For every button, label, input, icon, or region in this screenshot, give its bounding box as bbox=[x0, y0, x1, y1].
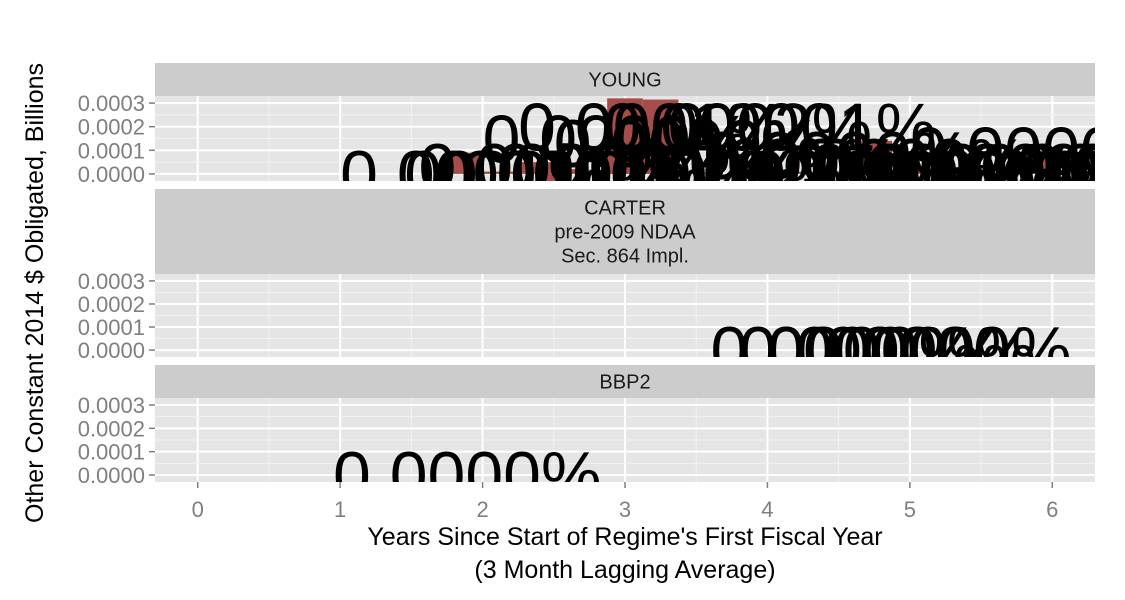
bar bbox=[856, 140, 893, 174]
y-tick-label: 0.0003 bbox=[78, 91, 145, 116]
facet-strip-label: Sec. 864 Impl. bbox=[561, 246, 689, 268]
x-axis-title: Years Since Start of Regime's First Fisc… bbox=[367, 523, 882, 551]
y-tick-label: 0.0001 bbox=[78, 315, 145, 340]
bar bbox=[607, 98, 643, 174]
facet-strip-background bbox=[155, 189, 1095, 274]
bar bbox=[767, 171, 804, 174]
bar bbox=[1016, 155, 1053, 174]
data-label: 0.0000% bbox=[340, 137, 608, 213]
y-tick-label: 0.0003 bbox=[78, 269, 145, 294]
y-tick-label: 0.0001 bbox=[78, 440, 145, 465]
data-label: 0.0002% bbox=[604, 90, 872, 166]
bar bbox=[446, 152, 483, 174]
x-tick-label: 5 bbox=[904, 497, 916, 522]
data-label: 0.0000% bbox=[497, 130, 765, 206]
bar bbox=[642, 99, 679, 174]
data-label: 0.0001% bbox=[668, 90, 936, 166]
y-tick-label: 0.0002 bbox=[78, 115, 145, 140]
y-axis-title: Other Constant 2014 $ Obligated, Billion… bbox=[21, 63, 49, 523]
data-label: 0.0000% bbox=[760, 125, 1028, 201]
facet-strip-label: CARTER bbox=[584, 198, 666, 220]
facet-strip-background bbox=[155, 63, 1095, 96]
data-label: 0.0000% bbox=[810, 130, 1078, 206]
facet-strip-label: pre-2009 NDAA bbox=[554, 222, 696, 244]
panels-layer: YOUNG0.00000.00010.00020.00030.0000%0.00… bbox=[78, 63, 1125, 514]
panel-1: YOUNG0.00000.00010.00020.00030.0000%0.00… bbox=[78, 63, 1125, 213]
data-label: 0.0000% bbox=[803, 313, 1071, 389]
y-tick-label: 0.0003 bbox=[78, 393, 145, 418]
y-tick-label: 0.0002 bbox=[78, 292, 145, 317]
data-label: 0.0000% bbox=[440, 137, 708, 213]
data-label: 0.0000% bbox=[910, 113, 1125, 189]
data-label: 0.0000% bbox=[404, 137, 672, 213]
y-tick-label: 0.0002 bbox=[78, 416, 145, 441]
panel-marks: 0.0000%0.0000%0.0000%0.0000% bbox=[710, 313, 1071, 389]
x-axis-subtitle: (3 Month Lagging Average) bbox=[474, 556, 775, 584]
data-label: 0.0000% bbox=[1045, 137, 1125, 213]
data-label: 0.0000% bbox=[789, 137, 1057, 213]
data-label: 0.0000% bbox=[739, 313, 1007, 389]
bar bbox=[909, 171, 946, 174]
bar bbox=[518, 162, 554, 174]
x-axis: 0 1 2 3 4 5 6 bbox=[192, 482, 1058, 522]
data-label: 0.0000% bbox=[575, 137, 843, 213]
y-tick-label: 0.0000 bbox=[78, 463, 145, 488]
facet-strip-label: YOUNG bbox=[588, 70, 661, 92]
data-label: 0.0000% bbox=[732, 137, 1000, 213]
data-label: 0.0000% bbox=[1074, 132, 1125, 208]
bar bbox=[482, 171, 519, 174]
data-label: 0.0000% bbox=[333, 438, 601, 514]
data-label: 0.0000% bbox=[418, 130, 686, 206]
facet-strip-background bbox=[155, 365, 1095, 398]
y-tick-label: 0.0000 bbox=[78, 338, 145, 363]
data-label: 0.0000% bbox=[632, 125, 900, 201]
data-label: 0.0000% bbox=[1017, 130, 1125, 206]
data-label: 0.0000% bbox=[767, 313, 1035, 389]
bar bbox=[678, 172, 715, 174]
x-tick-label: 2 bbox=[476, 497, 488, 522]
x-tick-label: 0 bbox=[192, 497, 204, 522]
x-tick-label: 1 bbox=[334, 497, 346, 522]
bar bbox=[981, 173, 1017, 177]
data-label: 0.0000% bbox=[967, 130, 1125, 206]
x-tick-label: 3 bbox=[619, 497, 631, 522]
bar bbox=[945, 172, 982, 174]
data-label: 0.0000% bbox=[703, 118, 971, 194]
bar bbox=[535, 173, 572, 181]
data-label: 0.0000% bbox=[938, 137, 1125, 213]
y-tick-label: 0.0001 bbox=[78, 138, 145, 163]
data-label: 0.0000% bbox=[710, 313, 978, 389]
data-label: 0.0000% bbox=[554, 106, 822, 182]
data-label: 0.0001% bbox=[518, 90, 786, 166]
data-label: 0.0000% bbox=[483, 102, 751, 178]
panel-marks: 0.0000% bbox=[333, 438, 601, 514]
x-tick-label: 6 bbox=[1046, 497, 1058, 522]
bar bbox=[553, 169, 590, 174]
x-tick-label: 4 bbox=[761, 497, 773, 522]
bar bbox=[1052, 171, 1088, 174]
bar bbox=[731, 171, 768, 174]
data-label: 0.0000% bbox=[532, 137, 800, 213]
data-label: 0.0000% bbox=[874, 130, 1125, 206]
data-label: 0.0000% bbox=[839, 137, 1107, 213]
data-label: 0.0000% bbox=[995, 137, 1125, 213]
data-label: 0.0000% bbox=[653, 137, 921, 213]
y-tick-label: 0.0000 bbox=[78, 162, 145, 187]
bar bbox=[803, 171, 839, 174]
panel-marks: 0.0000%0.0000%0.0000%0.0000%0.0000%0.000… bbox=[340, 90, 1125, 213]
facet-strip-label: BBP2 bbox=[599, 372, 650, 394]
